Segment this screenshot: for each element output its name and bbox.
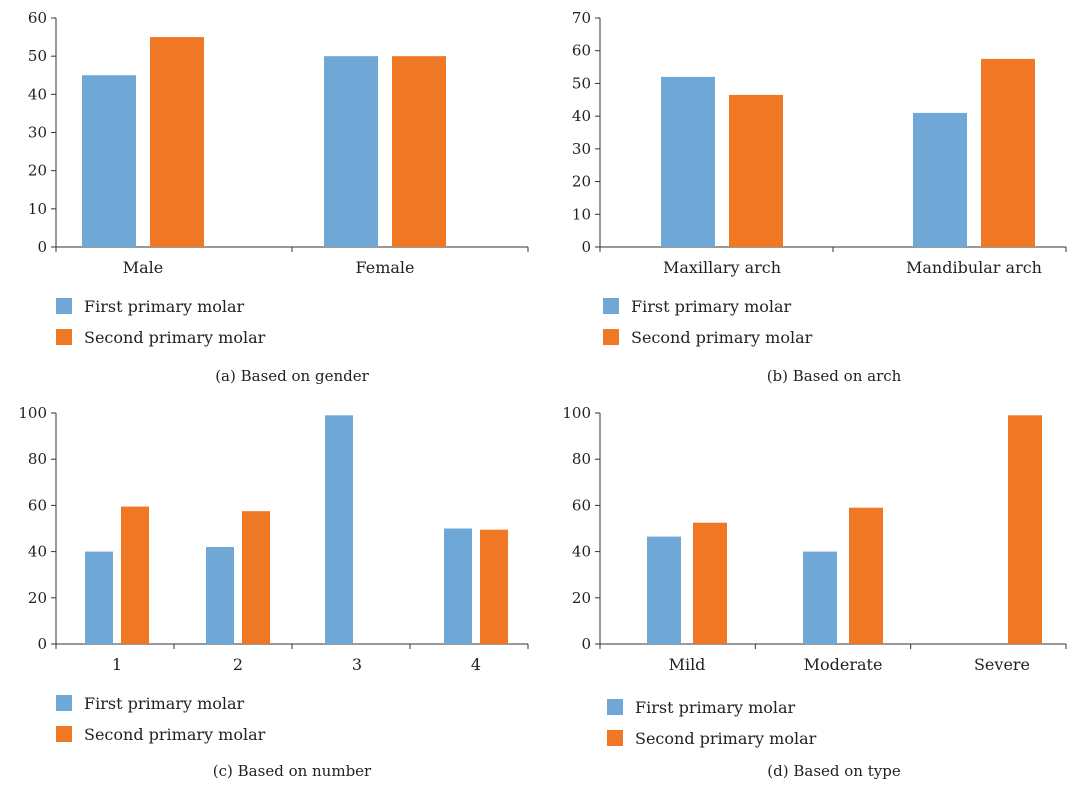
y-tick-label: 60 xyxy=(572,42,591,60)
x-category-label: 4 xyxy=(471,655,481,674)
bar-first-molar-mild xyxy=(647,536,681,644)
y-tick-label: 10 xyxy=(572,205,591,223)
y-tick-label: 60 xyxy=(28,496,47,514)
legend-swatch xyxy=(603,329,619,345)
legend-label: First primary molar xyxy=(84,694,245,713)
legend-label: First primary molar xyxy=(631,297,792,316)
y-tick-label: 40 xyxy=(28,85,47,103)
y-tick-label: 40 xyxy=(572,543,591,561)
legend-label: Second primary molar xyxy=(84,328,266,347)
chart-caption: (c) Based on number xyxy=(213,762,372,780)
x-category-label: Maxillary arch xyxy=(663,258,781,277)
y-tick-label: 0 xyxy=(37,238,47,256)
y-tick-label: 50 xyxy=(28,47,47,65)
chart-caption: (d) Based on type xyxy=(767,762,901,780)
bar-second-molar-2 xyxy=(242,511,270,644)
legend-swatch xyxy=(56,695,72,711)
bar-second-molar-mandibular-arch xyxy=(981,58,1035,248)
y-tick-label: 20 xyxy=(28,589,47,607)
legend-label: First primary molar xyxy=(84,297,245,316)
legend-label: Second primary molar xyxy=(635,729,817,748)
legend-label: Second primary molar xyxy=(631,328,813,347)
bar-second-molar-mild xyxy=(693,522,727,644)
bar-first-molar-4 xyxy=(444,528,472,644)
x-category-label: 2 xyxy=(233,655,243,674)
bar-second-molar-severe xyxy=(1008,415,1042,644)
y-tick-label: 0 xyxy=(581,635,591,653)
bar-second-molar-moderate xyxy=(849,507,883,644)
y-tick-label: 20 xyxy=(28,162,47,180)
y-tick-label: 80 xyxy=(572,450,591,468)
legend-swatch xyxy=(56,726,72,742)
legend-swatch xyxy=(607,730,623,746)
y-tick-label: 10 xyxy=(28,200,47,218)
bar-second-molar-1 xyxy=(121,506,149,644)
bar-first-molar-mandibular-arch xyxy=(913,112,967,247)
chart-caption: (a) Based on gender xyxy=(215,367,369,385)
x-category-label: Female xyxy=(356,258,415,277)
x-category-label: 3 xyxy=(352,655,362,674)
bar-second-molar-female xyxy=(392,56,446,247)
y-tick-label: 20 xyxy=(572,589,591,607)
x-category-label: Mild xyxy=(669,655,706,674)
y-tick-label: 0 xyxy=(37,635,47,653)
legend-label: Second primary molar xyxy=(84,725,266,744)
bar-second-molar-maxillary-arch xyxy=(729,94,783,247)
y-tick-label: 70 xyxy=(572,9,591,27)
bar-first-molar-2 xyxy=(206,546,234,644)
bar-second-molar-4 xyxy=(480,529,508,644)
x-category-label: Severe xyxy=(974,655,1030,674)
bar-first-molar-maxillary-arch xyxy=(661,76,715,247)
legend-swatch xyxy=(56,329,72,345)
y-tick-label: 60 xyxy=(28,9,47,27)
bar-first-molar-female xyxy=(324,56,378,247)
legend-swatch xyxy=(56,298,72,314)
y-tick-label: 30 xyxy=(28,124,47,142)
chart-b: 0 10 20 30 40 50 60 70 Maxillary arch Mandibular … xyxy=(572,9,1067,385)
y-tick-label: 20 xyxy=(572,173,591,191)
chart-caption: (b) Based on arch xyxy=(767,367,902,385)
bar-first-molar-moderate xyxy=(803,551,837,644)
x-category-label: Mandibular arch xyxy=(906,258,1042,277)
y-tick-label: 0 xyxy=(581,238,591,256)
y-tick-label: 80 xyxy=(28,450,47,468)
y-tick-label: 40 xyxy=(572,107,591,125)
bar-first-molar-male xyxy=(82,75,136,247)
y-tick-label: 100 xyxy=(18,404,47,422)
y-tick-label: 60 xyxy=(572,496,591,514)
x-category-label: 1 xyxy=(112,655,122,674)
legend-swatch xyxy=(607,699,623,715)
bar-first-molar-3 xyxy=(325,415,353,644)
x-category-label: Moderate xyxy=(804,655,883,674)
bar-first-molar-1 xyxy=(85,551,113,644)
bar-second-molar-male xyxy=(150,37,204,248)
chart-a: 0 10 20 30 40 50 60 Male Female First primary mol… xyxy=(28,9,529,385)
y-tick-label: 100 xyxy=(562,404,591,422)
y-tick-label: 40 xyxy=(28,543,47,561)
y-tick-label: 30 xyxy=(572,140,591,158)
chart-d: 0 20 40 60 80 100 Mild Moderate Severe First prim… xyxy=(562,404,1067,780)
legend-label: First primary molar xyxy=(635,698,796,717)
y-tick-label: 50 xyxy=(572,74,591,92)
x-category-label: Male xyxy=(123,258,164,277)
legend-swatch xyxy=(603,298,619,314)
chart-c: 0 20 40 60 80 100 1 2 3 4 First primary molar Secon… xyxy=(18,404,529,780)
